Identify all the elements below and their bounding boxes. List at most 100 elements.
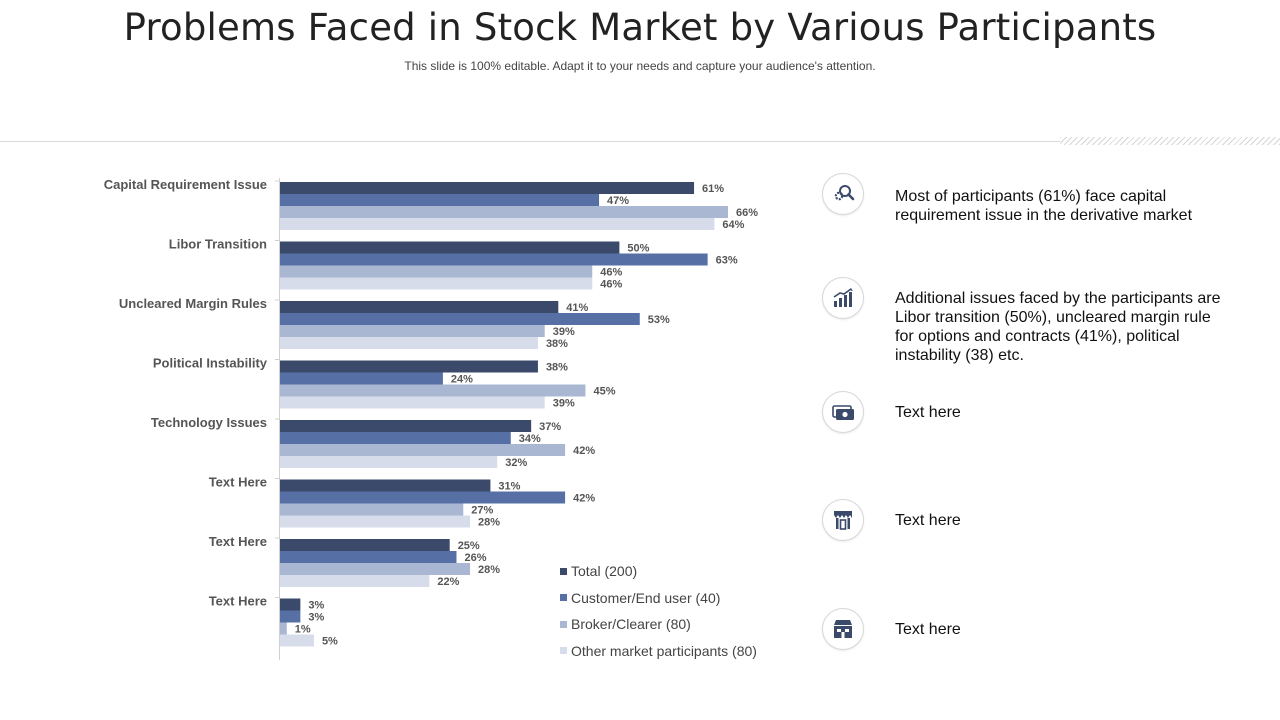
legend-label: Other market participants (80) xyxy=(571,642,757,659)
data-label: 42% xyxy=(573,445,595,457)
data-label: 24% xyxy=(451,374,473,386)
data-label: 42% xyxy=(573,493,595,505)
data-label: 22% xyxy=(437,576,459,588)
insight-text-2: Additional issues faced by the participa… xyxy=(895,290,1221,364)
bar xyxy=(280,610,301,623)
bar xyxy=(280,384,586,397)
insight-text-4: Text here xyxy=(895,512,961,529)
insight-text-1: Most of participants (61%) face capital … xyxy=(895,188,1193,224)
bar xyxy=(280,396,545,409)
bar xyxy=(280,277,593,290)
bar xyxy=(280,479,491,492)
bar xyxy=(280,182,695,194)
data-label: 34% xyxy=(519,433,541,445)
data-label: 37% xyxy=(539,421,561,433)
data-label: 39% xyxy=(553,398,575,410)
chart-legend: Total (200) Customer/End user (40) Broke… xyxy=(560,558,757,664)
legend-swatch xyxy=(560,594,567,602)
bar xyxy=(280,432,511,444)
legend-swatch xyxy=(560,567,567,575)
bar xyxy=(280,575,430,587)
legend-item-customer: Customer/End user (40) xyxy=(560,585,757,612)
page-title: Problems Faced in Stock Market by Variou… xyxy=(123,6,1157,49)
legend-item-other: Other market participants (80) xyxy=(560,638,757,665)
bar xyxy=(280,491,566,504)
bar-chart-icon xyxy=(833,288,853,307)
page-subtitle: This slide is 100% editable. Adapt it to… xyxy=(404,59,876,73)
bar xyxy=(280,265,593,278)
data-label: 45% xyxy=(593,386,615,398)
data-label: 38% xyxy=(546,338,568,350)
money-icon xyxy=(832,405,854,420)
data-label: 50% xyxy=(627,243,649,255)
bar-chart: Capital Requirement Issue 61% 47% 66%64% Lib… xyxy=(104,177,758,660)
store-icon xyxy=(834,620,852,638)
insight-text-3: Text here xyxy=(895,404,961,421)
data-label: 39% xyxy=(553,326,575,338)
bar xyxy=(280,456,498,468)
bar xyxy=(280,337,538,349)
legend-label: Total (200) xyxy=(571,563,638,580)
data-label: 26% xyxy=(464,552,486,564)
search-gear-icon xyxy=(834,185,855,201)
bar xyxy=(280,622,287,635)
bar xyxy=(280,634,314,647)
insight-icon-5 xyxy=(822,608,864,650)
legend-item-broker: Broker/Clearer (80) xyxy=(560,611,757,638)
bar xyxy=(280,598,301,611)
bar xyxy=(280,515,471,528)
bar xyxy=(280,420,532,432)
bar xyxy=(280,253,708,266)
legend-swatch xyxy=(560,647,567,655)
shop-icon xyxy=(834,511,852,530)
data-label: 3% xyxy=(308,600,324,612)
insight-icon-1 xyxy=(822,173,864,215)
data-label: 66% xyxy=(736,207,758,219)
insight-icon-2 xyxy=(822,277,864,319)
bar xyxy=(280,539,450,551)
bar xyxy=(280,325,545,337)
legend-item-total: Total (200) xyxy=(560,558,757,585)
category-label: Uncleared Margin Rules xyxy=(119,296,267,311)
data-label: 38% xyxy=(546,362,568,374)
bar xyxy=(280,372,443,385)
bar xyxy=(280,301,559,313)
data-label: 1% xyxy=(295,624,311,636)
category-label: Text Here xyxy=(209,594,267,609)
category-label: Capital Requirement Issue xyxy=(104,177,267,192)
data-label: 5% xyxy=(322,636,338,648)
data-label: 46% xyxy=(600,267,622,279)
category-label: Text Here xyxy=(209,475,267,490)
data-label: 64% xyxy=(722,219,744,231)
bar xyxy=(280,206,728,218)
bar xyxy=(280,218,715,230)
bar xyxy=(280,551,457,563)
bar xyxy=(280,444,566,456)
data-label: 27% xyxy=(471,505,493,517)
data-label: 41% xyxy=(566,302,588,314)
bar xyxy=(280,241,620,254)
legend-label: Broker/Clearer (80) xyxy=(571,616,691,633)
hatch-decoration xyxy=(1060,137,1280,145)
data-label: 53% xyxy=(648,314,670,326)
bar xyxy=(280,503,464,516)
data-label: 61% xyxy=(702,183,724,195)
data-label: 28% xyxy=(478,517,500,529)
insight-text-5: Text here xyxy=(895,621,961,638)
category-label: Text Here xyxy=(209,534,267,549)
legend-label: Customer/End user (40) xyxy=(571,589,721,606)
category-label: Libor Transition xyxy=(169,237,267,252)
data-label: 25% xyxy=(458,540,480,552)
data-label: 28% xyxy=(478,564,500,576)
data-label: 32% xyxy=(505,457,527,469)
bar xyxy=(280,194,600,206)
category-label: Political Instability xyxy=(153,356,268,371)
data-label: 3% xyxy=(308,612,324,624)
bar xyxy=(280,313,640,325)
data-label: 63% xyxy=(716,255,738,267)
data-label: 47% xyxy=(607,195,629,207)
insight-icon-3 xyxy=(822,391,864,433)
bar xyxy=(280,360,538,373)
legend-swatch xyxy=(560,620,567,628)
data-label: 46% xyxy=(600,279,622,291)
